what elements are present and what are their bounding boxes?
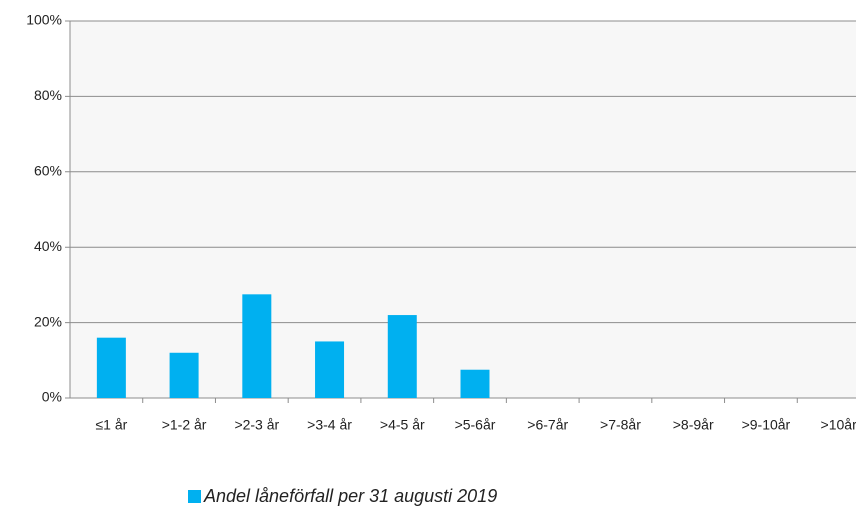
x-tick-label: >10år <box>821 417 856 433</box>
x-tick-label: >5-6år <box>455 417 496 433</box>
y-tick-label: 80% <box>34 87 62 103</box>
bar <box>460 369 490 398</box>
legend-label: Andel låneförfall per 31 augusti 2019 <box>203 486 497 506</box>
x-tick-label: >6-7år <box>527 417 568 433</box>
y-tick-label: 100% <box>26 12 62 28</box>
x-tick-label: >2-3 år <box>234 417 279 433</box>
x-tick-label: >7-8år <box>600 417 641 433</box>
x-tick-label: >3-4 år <box>307 417 352 433</box>
x-tick-label: >9-10år <box>742 417 791 433</box>
y-tick-label: 0% <box>42 389 62 405</box>
bar <box>242 294 272 398</box>
x-tick-label: >1-2 år <box>162 417 207 433</box>
x-tick-label: ≤1 år <box>95 417 127 433</box>
bar <box>96 337 126 398</box>
plot-area <box>70 21 856 398</box>
legend-swatch <box>188 490 201 503</box>
y-tick-label: 40% <box>34 238 62 254</box>
y-tick-label: 20% <box>34 313 62 329</box>
bar <box>169 352 199 398</box>
x-tick-label: >4-5 år <box>380 417 425 433</box>
bar <box>387 315 417 398</box>
x-tick-label: >8-9år <box>673 417 714 433</box>
bar <box>315 341 345 398</box>
y-tick-label: 60% <box>34 163 62 179</box>
